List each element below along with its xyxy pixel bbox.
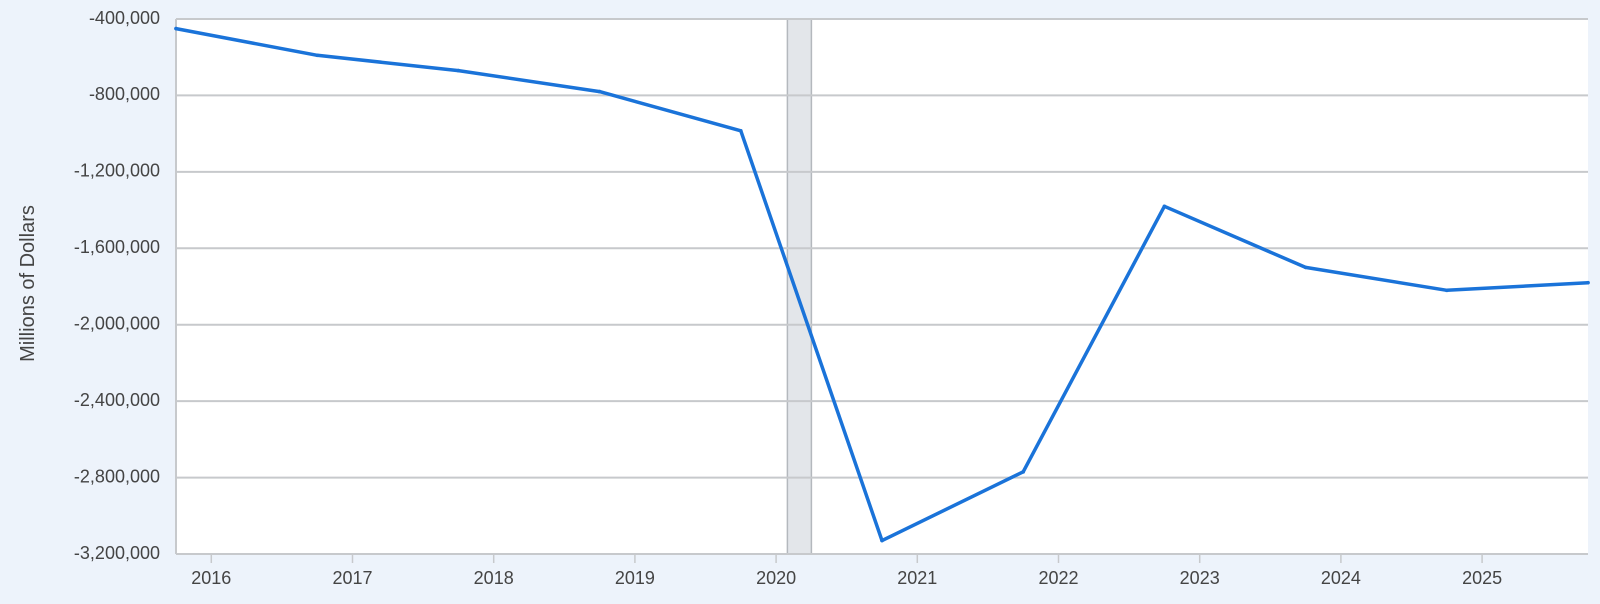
data-point-7 — [1162, 204, 1167, 209]
axes — [175, 19, 1588, 563]
x-tick-label-2020: 2020 — [756, 568, 796, 588]
data-point-0 — [174, 26, 178, 31]
data-point-10 — [1586, 280, 1590, 285]
data-point-5 — [880, 538, 884, 543]
data-point-4 — [739, 128, 743, 133]
x-tick-label-2021: 2021 — [897, 568, 937, 588]
data-point-3 — [597, 89, 602, 94]
data-point-8 — [1303, 265, 1308, 270]
x-tick-label-2023: 2023 — [1180, 568, 1220, 588]
x-tick-label-2025: 2025 — [1462, 568, 1502, 588]
y-tick-label-5: -2,400,000 — [74, 390, 160, 410]
y-axis-label: Millions of Dollars — [17, 205, 39, 362]
gridlines — [176, 18, 1588, 555]
x-tick-labels: 2016 2017 2018 2019 2020 2021 2022 2023 2024 2025 — [191, 568, 1502, 588]
x-tick-label-2024: 2024 — [1321, 568, 1361, 588]
y-tick-label-6: -2,800,000 — [74, 466, 160, 486]
recession-band-layer — [786, 18, 813, 555]
data-point-2 — [456, 68, 461, 73]
y-tick-label-2: -1,200,000 — [74, 161, 160, 181]
y-tick-label-0: -400,000 — [89, 8, 160, 28]
x-tick-label-2022: 2022 — [1038, 568, 1078, 588]
y-tick-label-7: -3,200,000 — [74, 543, 160, 563]
y-tick-label-4: -2,000,000 — [74, 313, 160, 333]
x-tick-label-2016: 2016 — [191, 568, 231, 588]
recession-band — [786, 18, 813, 555]
y-tick-labels: -400,000 -800,000 -1,200,000 -1,600,000 -2,0… — [74, 8, 160, 563]
series-layer — [174, 26, 1590, 543]
plot-area — [176, 19, 1588, 554]
x-tick-label-2017: 2017 — [332, 568, 372, 588]
x-tick-label-2019: 2019 — [615, 568, 655, 588]
y-tick-label-1: -800,000 — [89, 84, 160, 104]
y-tick-label-3: -1,600,000 — [74, 237, 160, 257]
data-point-1 — [315, 53, 320, 58]
x-tick-label-2018: 2018 — [474, 568, 514, 588]
data-point-9 — [1445, 288, 1449, 293]
data-point-6 — [1021, 470, 1025, 474]
